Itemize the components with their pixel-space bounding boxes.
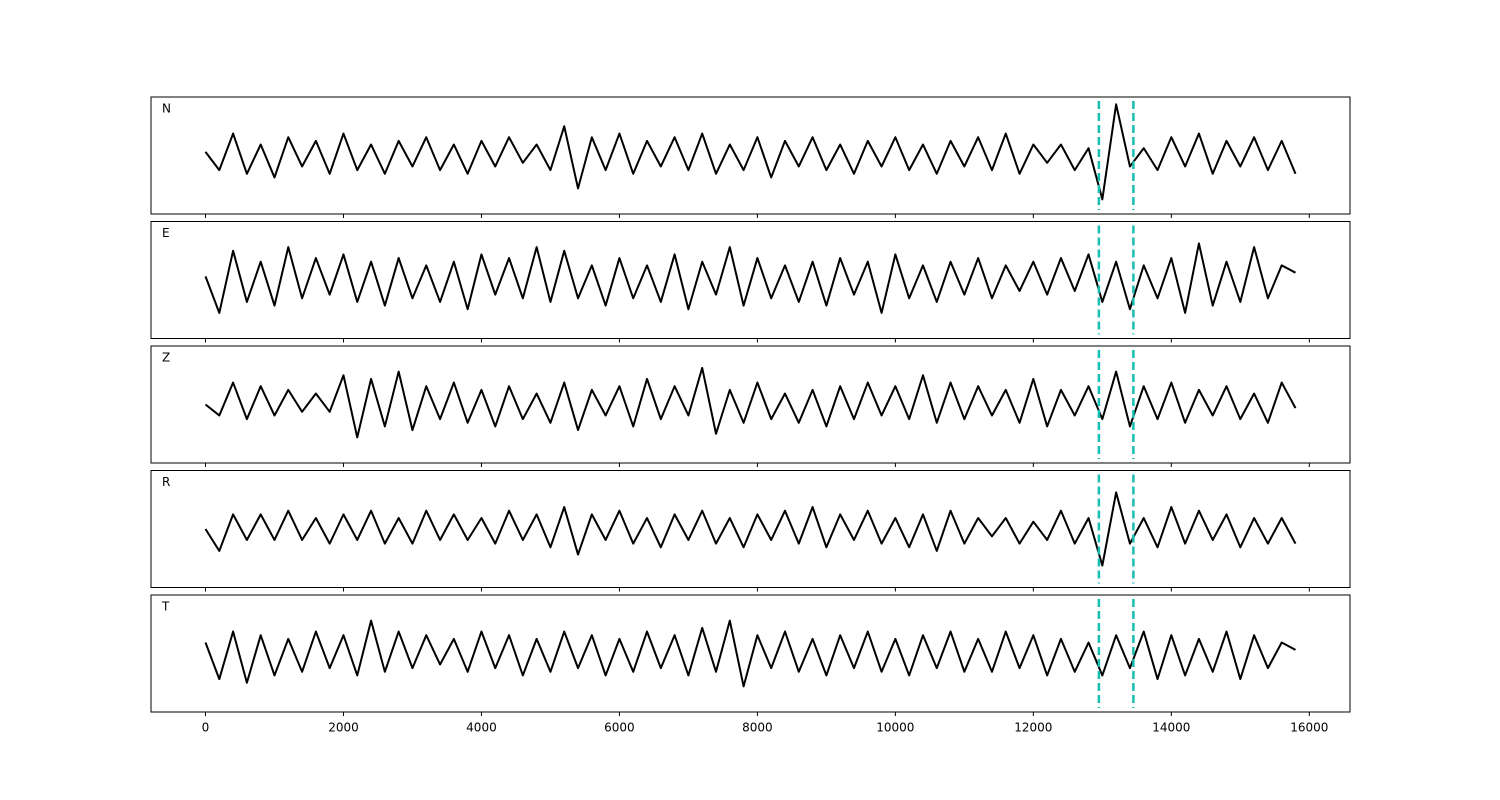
x-tick-label: 6000 (604, 721, 635, 735)
x-tick-label: 14000 (1152, 721, 1190, 735)
panel-frame (150, 594, 1351, 713)
x-tick-label: 8000 (742, 721, 773, 735)
panel-label: Z (162, 351, 170, 365)
panel-label: T (161, 600, 170, 614)
x-tick-label: 12000 (1014, 721, 1052, 735)
x-tick-label: 16000 (1290, 721, 1328, 735)
panel-frame (150, 221, 1351, 339)
waveform (204, 366, 1297, 439)
panel-frame (150, 470, 1351, 588)
x-tick-label: 0 (202, 721, 210, 735)
panel-label: E (162, 226, 170, 240)
panel-label: N (162, 102, 171, 116)
waveform (204, 619, 1296, 688)
waveform (204, 491, 1297, 567)
panel-frame (150, 345, 1351, 464)
x-tick-label: 4000 (466, 721, 497, 735)
panel-frame (150, 96, 1351, 215)
panel-label: R (162, 475, 170, 489)
waveform (204, 103, 1297, 201)
x-tick-label: 10000 (876, 721, 914, 735)
waveform (204, 242, 1296, 314)
x-tick-label: 2000 (328, 721, 359, 735)
